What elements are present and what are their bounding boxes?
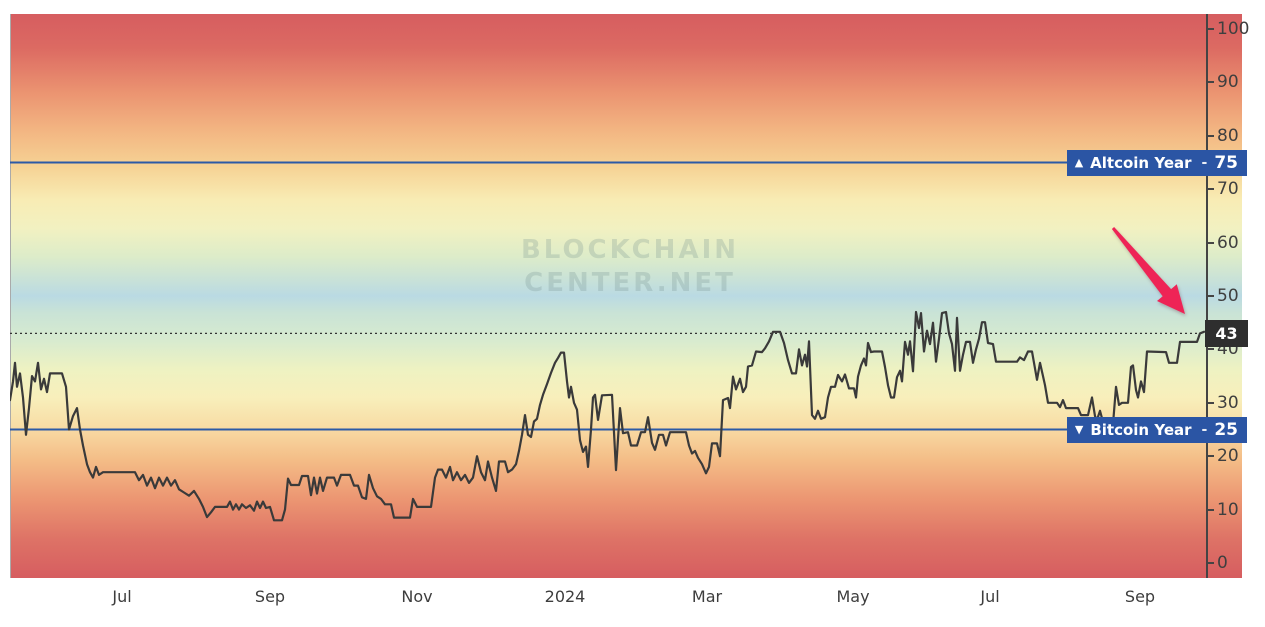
y-tick-label: 0 [1217, 553, 1228, 573]
y-tick-mark [1207, 348, 1214, 351]
current-value-badge: 43 [1205, 319, 1248, 347]
x-axis-month-label: Jul [112, 587, 132, 606]
x-axis-month-label: Sep [1124, 587, 1156, 606]
bitcoin-year-label: Bitcoin Year [1090, 420, 1192, 439]
y-tick-label: 10 [1217, 499, 1239, 520]
up-triangle-icon: ▲ [1074, 156, 1084, 169]
current-value-text: 43 [1215, 323, 1238, 343]
x-axis-month-label: Jul [980, 587, 1000, 606]
x-axis-month-label: Nov [401, 587, 433, 606]
down-triangle-icon: ▼ [1074, 423, 1084, 436]
y-tick-mark [1207, 188, 1214, 191]
y-tick-mark [1207, 81, 1214, 84]
altcoin-year-value: 75 [1214, 152, 1238, 173]
x-axis-month-label: 2024 [544, 587, 586, 606]
y-tick-mark [1207, 508, 1214, 511]
chart-background-gradient [10, 14, 1242, 578]
y-tick-mark [1207, 455, 1214, 458]
index-line-series [10, 310, 1206, 522]
altcoin-year-separator: - [1201, 154, 1208, 171]
y-tick-label: 60 [1217, 232, 1239, 253]
y-tick-label: 100 [1217, 19, 1250, 39]
watermark: BLOCKCHAIN CENTER.NET [430, 234, 830, 299]
x-axis-month-label: Mar [691, 587, 723, 606]
y-tick-label: 20 [1217, 446, 1239, 467]
y-tick-label: 80 [1217, 125, 1239, 146]
y-tick-mark [1207, 295, 1214, 297]
bitcoin-year-separator: - [1201, 421, 1208, 438]
altcoin-year-badge: ▲ Altcoin Year - 75 [1067, 149, 1247, 176]
x-axis-month-label: Sep [254, 587, 286, 606]
bitcoin-year-value: 25 [1214, 419, 1238, 440]
x-axis-month-label: May [836, 587, 870, 606]
y-tick-mark [1207, 134, 1214, 137]
trend-arrow-icon [1111, 227, 1185, 314]
watermark-line1: BLOCKCHAIN [520, 235, 740, 265]
y-tick-label: 30 [1217, 392, 1239, 413]
altcoin-year-label: Altcoin Year [1090, 153, 1192, 172]
y-tick-mark [1207, 241, 1214, 244]
y-tick-mark [1207, 28, 1214, 30]
watermark-line2: CENTER.NET [524, 267, 736, 298]
bitcoin-year-badge: ▼ Bitcoin Year - 25 [1067, 416, 1247, 443]
y-tick-label: 70 [1217, 179, 1239, 200]
y-tick-label: 90 [1217, 72, 1239, 93]
y-tick-mark [1207, 401, 1214, 404]
y-tick-label: 50 [1217, 286, 1239, 306]
y-tick-mark [1207, 562, 1214, 564]
plot-area[interactable] [10, 14, 1207, 578]
